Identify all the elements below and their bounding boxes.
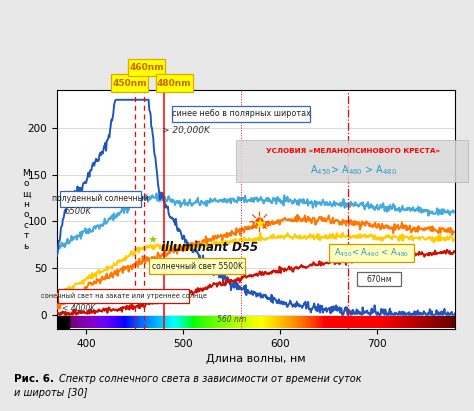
Text: 6500K: 6500K — [64, 208, 91, 217]
FancyBboxPatch shape — [58, 289, 189, 303]
FancyBboxPatch shape — [128, 59, 165, 76]
Text: A$_{450}$< A$_{460}$ < A$_{480}$: A$_{450}$< A$_{460}$ < A$_{480}$ — [334, 247, 409, 259]
Text: и широты [30]: и широты [30] — [14, 388, 88, 398]
Text: ☀: ☀ — [246, 210, 271, 238]
FancyBboxPatch shape — [328, 244, 414, 262]
FancyBboxPatch shape — [236, 141, 468, 182]
Text: синее небо в полярных широтах: синее небо в полярных широтах — [172, 109, 310, 118]
Text: 670нм: 670нм — [366, 275, 392, 284]
Text: 480nm: 480nm — [157, 79, 191, 88]
Text: < 4000K: < 4000K — [62, 304, 95, 313]
Text: illuminant D55: illuminant D55 — [161, 241, 258, 254]
Text: полуденный солнечный: полуденный солнечный — [52, 194, 149, 203]
FancyBboxPatch shape — [111, 74, 148, 92]
Text: 460nm: 460nm — [129, 63, 164, 72]
Text: A$_{450}$> A$_{460}$ > A$_{480}$: A$_{450}$> A$_{460}$ > A$_{480}$ — [310, 163, 397, 177]
Text: > 20,000K: > 20,000K — [162, 126, 210, 135]
Text: сонечный свет на закате или утреннее солнце: сонечный свет на закате или утреннее сол… — [41, 293, 207, 299]
X-axis label: Длина волны, нм: Длина волны, нм — [206, 354, 306, 364]
Text: ★: ★ — [253, 217, 265, 231]
Text: Рис. 6.: Рис. 6. — [14, 374, 54, 384]
FancyBboxPatch shape — [149, 258, 245, 274]
Text: 450nm: 450nm — [112, 79, 147, 88]
Text: УСЛОВИЯ «МЕЛАНОПСИНОВОГО КРЕСТА»: УСЛОВИЯ «МЕЛАНОПСИНОВОГО КРЕСТА» — [266, 148, 440, 154]
Text: солнечный свет 5500K: солнечный свет 5500K — [152, 262, 243, 271]
Text: ★: ★ — [147, 236, 157, 246]
FancyBboxPatch shape — [155, 74, 192, 92]
FancyBboxPatch shape — [60, 191, 141, 207]
Y-axis label: М
о
щ
н
о
с
т
ь: М о щ н о с т ь — [22, 169, 30, 251]
FancyBboxPatch shape — [357, 272, 401, 286]
Text: 560 nm: 560 nm — [217, 315, 246, 324]
FancyBboxPatch shape — [172, 106, 310, 122]
Text: Спектр солнечного света в зависимости от времени суток: Спектр солнечного света в зависимости от… — [59, 374, 362, 384]
